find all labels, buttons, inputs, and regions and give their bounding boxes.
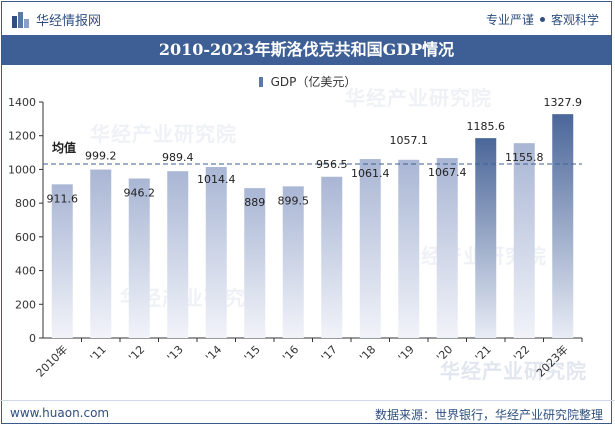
top-bar: 华经情报网 专业严谨 客观科学 xyxy=(2,2,611,36)
legend: GDP（亿美元） xyxy=(0,73,615,90)
brand-name: 华经情报网 xyxy=(36,14,102,29)
x-tick-label: '19 xyxy=(396,343,417,364)
footer-website: www.huaon.com xyxy=(10,406,110,420)
bar xyxy=(552,114,574,339)
brand: 华经情报网 xyxy=(12,10,101,29)
x-tick-label: 2010年 xyxy=(33,342,70,379)
data-label: 1327.9 xyxy=(544,96,583,109)
bar xyxy=(359,159,381,338)
footer-source: 数据来源：世界银行，华经产业研究院整理 xyxy=(374,408,603,422)
chart-title: 2010-2023年斯洛伐克共和国GDP情况 xyxy=(2,35,611,65)
data-label: 999.2 xyxy=(85,150,117,163)
x-tick-label: '21 xyxy=(473,343,494,364)
y-tick-label: 1200 xyxy=(8,130,36,143)
data-label: 1155.8 xyxy=(505,151,544,164)
footer: www.huaon.com 数据来源：世界银行，华经产业研究院整理 xyxy=(0,400,615,427)
x-tick-label: '14 xyxy=(203,343,224,364)
y-tick-label: 600 xyxy=(15,231,36,244)
x-tick-label: '17 xyxy=(319,343,340,364)
bar xyxy=(90,169,112,338)
y-tick-label: 400 xyxy=(15,265,36,278)
x-tick-label: '13 xyxy=(165,343,186,364)
y-tick-label: 800 xyxy=(15,197,36,210)
x-tick-label: '15 xyxy=(242,343,263,364)
data-label: 1185.6 xyxy=(467,120,506,133)
bar xyxy=(436,158,458,338)
bar xyxy=(475,138,497,338)
legend-label: GDP（亿美元） xyxy=(270,75,357,89)
x-tick-label: '11 xyxy=(88,343,109,364)
data-label: 911.6 xyxy=(47,192,79,205)
y-tick-label: 0 xyxy=(29,332,36,345)
brand-logo-icon xyxy=(12,11,29,28)
data-label: 989.4 xyxy=(162,151,194,164)
bar xyxy=(398,159,420,338)
bar xyxy=(244,188,266,338)
x-tick-label: '16 xyxy=(280,343,301,364)
tagline-dot-icon xyxy=(539,17,545,22)
data-label: 956.5 xyxy=(316,158,348,171)
x-tick-label: '22 xyxy=(511,343,532,364)
data-label: 1067.4 xyxy=(428,166,467,179)
x-tick-label: '20 xyxy=(434,343,455,364)
x-tick-label: 2023年 xyxy=(533,342,570,379)
bar xyxy=(321,176,343,338)
average-label: 均值 xyxy=(52,140,76,155)
tagline: 专业严谨 客观科学 xyxy=(486,11,599,28)
y-tick-label: 200 xyxy=(15,298,36,311)
data-label: 889 xyxy=(244,196,265,209)
bar xyxy=(205,167,227,338)
x-tick-label: '12 xyxy=(126,343,147,364)
x-tick-label: '18 xyxy=(357,343,378,364)
bar xyxy=(128,178,150,338)
data-label: 946.2 xyxy=(124,186,156,199)
data-label: 1014.4 xyxy=(197,173,236,186)
data-label: 1061.4 xyxy=(351,167,390,180)
data-label: 1057.1 xyxy=(390,134,429,147)
y-tick-label: 1400 xyxy=(8,96,36,109)
tagline-right: 客观科学 xyxy=(550,13,599,27)
y-tick-label: 1000 xyxy=(8,163,36,176)
bar xyxy=(282,186,304,338)
bar xyxy=(51,184,73,338)
legend-swatch xyxy=(258,76,263,87)
bar xyxy=(513,143,535,338)
tagline-left: 专业严谨 xyxy=(485,13,534,27)
bar xyxy=(167,171,189,338)
data-label: 899.5 xyxy=(278,194,310,207)
